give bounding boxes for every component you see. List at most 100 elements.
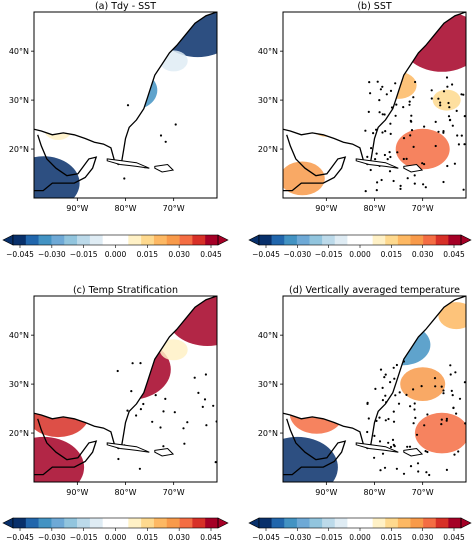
significance-dot	[442, 130, 445, 133]
significance-dot	[402, 137, 406, 140]
significance-dot	[372, 132, 375, 135]
significance-dot	[364, 129, 367, 132]
significance-dot	[373, 456, 376, 459]
colorbar-bin	[448, 235, 462, 245]
colorbar-bin	[102, 235, 116, 245]
significance-dot	[392, 443, 395, 446]
panel-title: (c) Temp Stratification	[73, 285, 178, 296]
significance-dot	[389, 122, 392, 125]
significance-dot	[424, 186, 427, 189]
significance-dot	[451, 394, 454, 397]
colorbar-bin	[141, 235, 155, 245]
y-tick-label: 20°N	[258, 429, 278, 438]
colorbar-bin	[192, 518, 206, 528]
hispaniola-outline	[403, 447, 424, 457]
significance-dot	[405, 393, 408, 396]
significance-dot	[197, 391, 200, 394]
colorbar-bin	[51, 235, 65, 245]
colorbar-tick-label: 0.030	[168, 533, 190, 542]
significance-dot	[413, 402, 416, 405]
colorbar-bin	[385, 518, 399, 528]
colorbar-bin	[397, 518, 411, 528]
significance-dot	[376, 181, 379, 184]
significance-dot	[449, 373, 452, 376]
colorbar-tick-label: 0.015	[137, 533, 159, 542]
significance-dot	[442, 392, 445, 395]
significance-dot	[381, 85, 384, 88]
colorbar-tick-label: 0.045	[200, 250, 222, 259]
colorbar-tick-label: 0.030	[412, 533, 434, 542]
significance-dot	[392, 179, 395, 183]
significance-dot	[426, 413, 429, 416]
significance-dot	[455, 109, 458, 112]
x-tick-label: 70°W	[412, 204, 434, 213]
significance-dot	[126, 409, 129, 412]
cuba-outline	[355, 442, 399, 453]
significance-dot	[173, 411, 176, 414]
gulf-coastline	[283, 418, 347, 476]
colorbar-bin	[13, 518, 27, 528]
colorbar-bin	[309, 518, 323, 528]
significance-dot	[463, 143, 466, 146]
colorbar-arrow-min	[248, 234, 260, 246]
colorbar-bin	[89, 235, 103, 245]
significance-dot	[203, 398, 207, 401]
significance-dot	[369, 168, 372, 172]
colorbar-bin	[115, 235, 129, 245]
significance-dot	[162, 445, 165, 448]
significance-dot	[123, 177, 126, 180]
colorbar-bin	[153, 518, 168, 528]
colorbar-bin	[284, 518, 298, 528]
significance-dot	[369, 92, 372, 95]
colorbar-bin	[397, 235, 411, 245]
map-panel-1: (a) Tdy - SST 90°W 80°W 70°W 40°N 30°N 20°N	[9, 1, 218, 213]
significance-dot	[397, 402, 401, 405]
significance-dot	[376, 80, 379, 83]
colorbar-bin	[372, 235, 386, 245]
significance-dot	[423, 125, 426, 128]
significance-dot	[395, 363, 398, 367]
significance-dot	[455, 412, 458, 415]
x-tick-label: 80°W	[363, 488, 385, 497]
significance-dot	[446, 164, 449, 168]
colorbar-bin	[435, 518, 449, 528]
significance-dot	[392, 420, 396, 423]
colorbar-bottom-left: −0.045 −0.030 −0.015 0.000 0.015 0.030 0.045	[2, 517, 229, 542]
colorbar-bin	[322, 235, 336, 245]
significance-dot	[204, 373, 207, 376]
significance-dot	[162, 410, 165, 413]
colorbar-bin	[179, 235, 193, 245]
colorbar-arrow-min	[248, 517, 260, 529]
significance-dot	[174, 123, 177, 126]
colorbar-tick-label: 0.030	[168, 250, 190, 259]
y-tick-label: 40°N	[9, 331, 29, 340]
significance-dot	[406, 445, 409, 448]
colorbar-tick-label: 0.045	[200, 533, 222, 542]
gulf-coastline	[283, 134, 347, 192]
significance-dot	[378, 111, 381, 114]
x-tick-label: 80°W	[363, 204, 385, 213]
anomaly-region	[34, 436, 85, 482]
x-tick-label: 90°W	[66, 488, 88, 497]
anomaly-region	[400, 367, 446, 401]
colorbar-bin	[284, 235, 298, 245]
significance-dot	[374, 158, 377, 161]
significance-dot	[383, 153, 386, 157]
cuba-outline	[106, 442, 150, 453]
gulf-coastline	[34, 134, 98, 192]
colorbar-bottom-right: −0.045 −0.030 −0.015 0.000 0.015 0.030 0.045	[248, 517, 472, 542]
y-tick-label: 40°N	[9, 47, 29, 56]
y-tick-label: 20°N	[9, 429, 29, 438]
significance-dot	[366, 430, 369, 434]
x-tick-label: 90°W	[315, 488, 337, 497]
colorbar-tick-label: 0.000	[105, 250, 127, 259]
coastline	[34, 296, 217, 450]
significance-dot	[437, 130, 440, 133]
colorbar-bin	[423, 518, 437, 528]
colorbar-bin	[38, 518, 52, 528]
significance-dot	[412, 422, 415, 425]
colorbar-bin	[334, 235, 348, 245]
significance-dot	[389, 89, 393, 92]
colorbar-tick-label: −0.045	[6, 533, 34, 542]
